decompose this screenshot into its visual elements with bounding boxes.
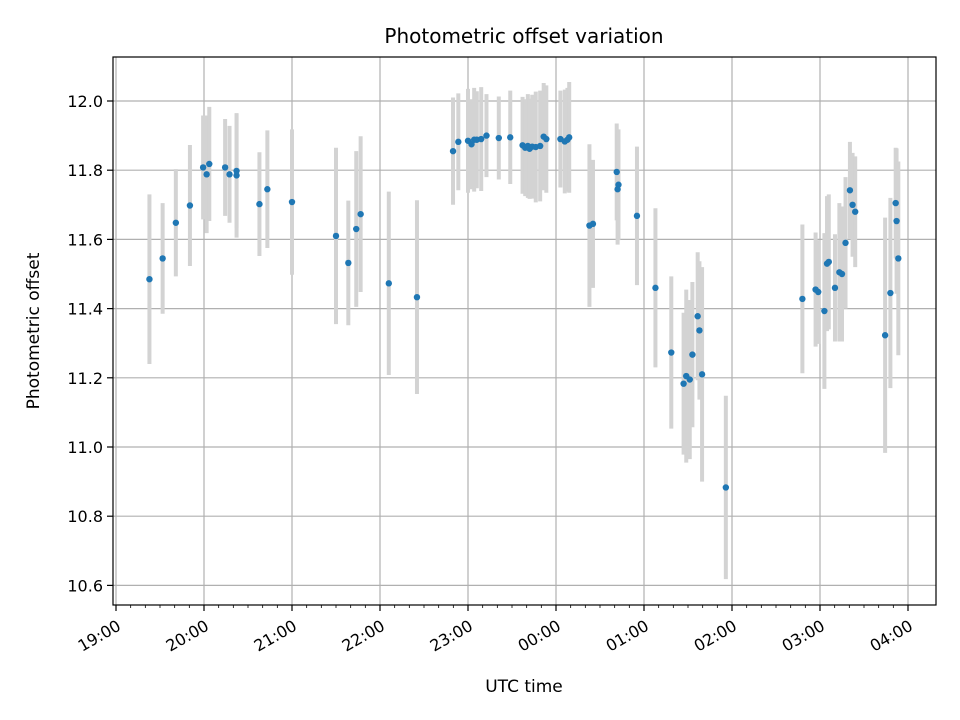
data-point <box>478 135 485 143</box>
y-tick-label: 11.6 <box>67 230 103 249</box>
data-point <box>895 255 902 262</box>
data-point <box>696 327 703 334</box>
y-axis: 10.6 10.8 11.0 11.2 11.4 11.6 11.8 12.0 <box>67 92 113 595</box>
data-point <box>821 307 828 315</box>
data-point <box>449 147 457 155</box>
data-point <box>615 181 622 188</box>
data-point <box>668 349 675 356</box>
data-point <box>159 255 166 262</box>
data-point <box>842 239 849 247</box>
data-point <box>203 171 210 178</box>
data-point <box>226 171 233 178</box>
data-point <box>881 332 889 339</box>
data-point <box>507 134 514 141</box>
data-point <box>689 351 696 358</box>
data-point <box>199 164 207 171</box>
y-tick-label: 12.0 <box>67 92 103 111</box>
data-point <box>831 284 839 292</box>
data-point <box>849 201 856 208</box>
data-point <box>345 259 352 267</box>
data-point <box>233 167 240 175</box>
data-point <box>589 220 597 228</box>
data-point <box>887 289 894 297</box>
y-tick-label: 11.0 <box>67 438 103 457</box>
data-point <box>206 160 213 168</box>
data-point <box>825 258 832 266</box>
data-point <box>652 284 659 292</box>
data-point <box>893 217 900 225</box>
data-point <box>633 212 641 220</box>
data-point <box>455 138 462 146</box>
data-point <box>613 168 620 176</box>
data-point <box>353 225 360 233</box>
data-point <box>288 198 296 206</box>
y-tick-label: 11.2 <box>67 369 103 388</box>
data-point <box>694 313 701 320</box>
data-point <box>233 172 240 179</box>
data-point <box>846 187 854 194</box>
y-axis-title: Photometric offset <box>24 252 44 409</box>
data-point <box>838 270 846 278</box>
data-point <box>413 293 421 301</box>
data-point <box>495 134 502 142</box>
data-point <box>892 199 899 207</box>
data-point <box>385 280 392 287</box>
data-points <box>146 132 902 491</box>
y-tick-label: 10.6 <box>67 576 103 595</box>
chart-title: Photometric offset variation <box>384 24 663 48</box>
plot-frame <box>112 56 937 606</box>
data-point <box>172 219 180 226</box>
data-point <box>332 232 340 240</box>
data-point <box>543 135 550 143</box>
x-axis-title: UTC time <box>485 677 563 697</box>
data-point <box>852 208 859 215</box>
y-tick-label: 10.8 <box>67 507 103 526</box>
data-point <box>186 202 194 209</box>
y-tick-label: 11.8 <box>67 161 103 180</box>
data-point <box>815 288 822 296</box>
data-point <box>566 134 573 141</box>
data-point <box>536 142 544 150</box>
data-point <box>264 186 271 193</box>
data-point <box>686 376 693 383</box>
data-point <box>698 371 706 378</box>
data-point <box>680 380 687 387</box>
data-point <box>483 132 490 139</box>
y-tick-label: 11.4 <box>67 300 103 319</box>
data-point <box>256 200 263 208</box>
data-point <box>221 164 229 171</box>
data-point <box>722 484 730 491</box>
data-point <box>799 295 806 303</box>
data-point <box>357 210 364 218</box>
data-point <box>146 275 153 283</box>
